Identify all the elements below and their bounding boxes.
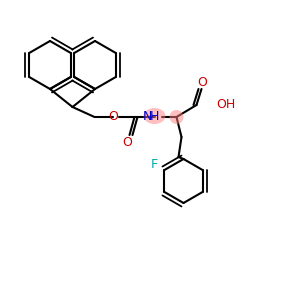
Text: H: H — [150, 110, 159, 122]
Text: O: O — [123, 136, 132, 148]
Text: F: F — [151, 158, 158, 170]
Ellipse shape — [169, 110, 184, 124]
Text: O: O — [109, 110, 118, 124]
Text: OH: OH — [217, 98, 236, 112]
Ellipse shape — [143, 108, 166, 124]
Text: O: O — [198, 76, 207, 88]
Text: N: N — [143, 110, 152, 122]
